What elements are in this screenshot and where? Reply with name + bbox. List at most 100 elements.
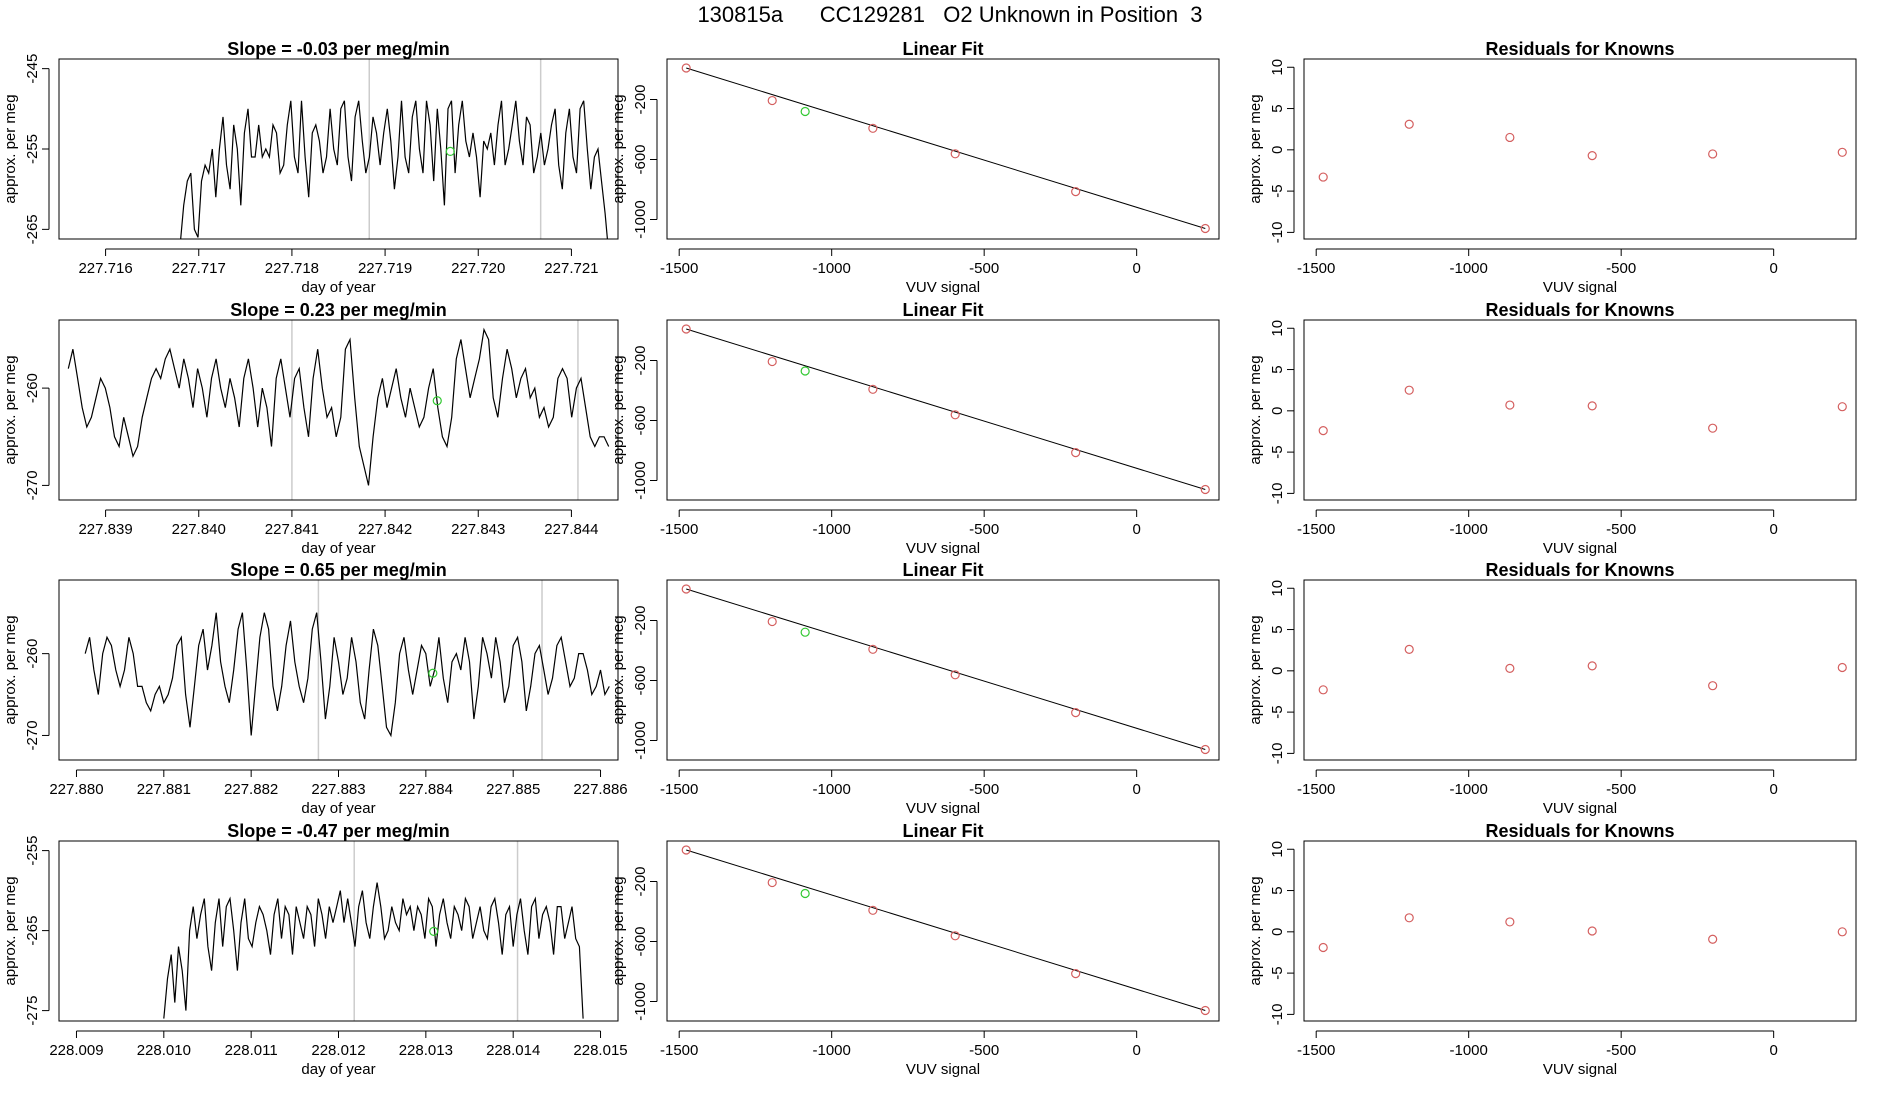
x-tick-label: -1000 xyxy=(1449,1042,1487,1059)
known-point xyxy=(1708,934,1718,944)
x-axis-label: day of year xyxy=(301,1061,375,1078)
chart-r2-resid: Residuals for Knowns -1500 -1000 -500 0 VUV s… xyxy=(1247,300,1857,557)
y-tick-label: 0 xyxy=(1269,146,1286,154)
x-tick-label: -1500 xyxy=(1297,1042,1335,1059)
x-tick-label: 227.841 xyxy=(265,521,319,538)
y-axis-label: approx. per meg xyxy=(610,615,627,724)
plot-area xyxy=(681,63,1210,234)
unknown-point xyxy=(432,396,442,406)
x-tick-label: 0 xyxy=(1132,260,1140,277)
y-axis-label: approx. per meg xyxy=(610,94,627,203)
known-point xyxy=(1318,172,1328,182)
y-tick-label: -200 xyxy=(632,605,649,635)
x-tick-label: 228.013 xyxy=(399,1042,453,1059)
known-point xyxy=(1587,401,1597,411)
known-point xyxy=(1200,744,1210,755)
y-axis-label: approx. per meg xyxy=(1247,94,1264,203)
known-point xyxy=(1708,149,1718,159)
known-point xyxy=(1708,423,1718,433)
series-line xyxy=(180,100,609,239)
x-tick-label: 228.015 xyxy=(573,1042,627,1059)
chart-title: Linear Fit xyxy=(902,821,983,841)
known-point xyxy=(1071,448,1081,458)
x-tick-label: 0 xyxy=(1769,521,1777,538)
y-tick-label: -600 xyxy=(632,665,649,695)
x-tick-label: 0 xyxy=(1769,260,1777,277)
x-axis-label: VUV signal xyxy=(1543,800,1617,817)
x-tick-label: -1500 xyxy=(1297,260,1335,277)
chart-r1-fit: Linear Fit -1500 -1000 -500 0 VUV signal -200 -… xyxy=(610,39,1220,296)
x-tick-label: -500 xyxy=(969,781,999,798)
chart-r1-resid: Residuals for Knowns -1500 -1000 -500 0 VUV s… xyxy=(1247,39,1857,296)
x-tick-label: 227.839 xyxy=(78,521,132,538)
known-point xyxy=(1837,662,1847,673)
y-tick-label: -270 xyxy=(24,720,41,750)
x-axis-label: VUV signal xyxy=(906,800,980,817)
plot-area xyxy=(681,324,1210,495)
plot-frame xyxy=(1303,319,1857,501)
fit-line xyxy=(686,67,1206,229)
y-axis-label: approx. per meg xyxy=(2,876,19,985)
known-point xyxy=(1708,681,1718,691)
known-point xyxy=(1318,942,1328,953)
fit-line xyxy=(686,588,1206,750)
chart-r3-resid: Residuals for Knowns -1500 -1000 -500 0 VUV s… xyxy=(1247,560,1857,817)
page-title: 130815a CC129281 O2 Unknown in Position … xyxy=(697,2,1203,27)
x-tick-label: -1500 xyxy=(660,1042,698,1059)
x-tick-label: -1500 xyxy=(660,781,698,798)
y-tick-label: -255 xyxy=(24,134,41,164)
x-tick-label: -1000 xyxy=(812,781,850,798)
x-tick-label: 227.843 xyxy=(451,521,505,538)
y-tick-label: 5 xyxy=(1269,886,1286,894)
x-tick-label: 227.882 xyxy=(224,781,278,798)
x-tick-label: 0 xyxy=(1132,781,1140,798)
known-point xyxy=(868,644,878,654)
y-axis-label: approx. per meg xyxy=(610,876,627,985)
x-tick-label: -1000 xyxy=(812,260,850,277)
x-tick-label: 227.883 xyxy=(311,781,365,798)
plot-area xyxy=(84,612,610,738)
y-tick-label: 10 xyxy=(1269,320,1286,337)
y-tick-label: -270 xyxy=(24,470,41,500)
known-point xyxy=(767,95,777,106)
x-tick-label: 227.717 xyxy=(172,260,226,277)
series-line xyxy=(67,327,610,486)
known-point xyxy=(1837,402,1847,412)
unknown-point xyxy=(800,627,810,637)
y-axis-label: approx. per meg xyxy=(1247,615,1264,724)
y-tick-label: -1000 xyxy=(632,721,649,759)
plot-frame xyxy=(1303,58,1857,240)
chart-r3-fit: Linear Fit -1500 -1000 -500 0 VUV signal -200 -… xyxy=(610,560,1220,817)
chart-title: Linear Fit xyxy=(902,300,983,320)
series-line xyxy=(84,612,610,738)
y-tick-label: 10 xyxy=(1269,580,1286,597)
x-tick-label: -500 xyxy=(1606,781,1636,798)
known-point xyxy=(681,324,691,334)
y-tick-label: -5 xyxy=(1269,184,1286,197)
known-point xyxy=(1505,663,1515,673)
x-tick-label: 227.721 xyxy=(544,260,598,277)
y-tick-label: 10 xyxy=(1269,59,1286,76)
unknown-point xyxy=(429,926,439,937)
unknown-point xyxy=(800,366,810,376)
known-point xyxy=(1587,661,1597,671)
y-axis-label: approx. per meg xyxy=(1247,876,1264,985)
unknown-point xyxy=(800,888,810,899)
known-point xyxy=(1200,223,1210,234)
plot-area xyxy=(681,584,1210,755)
known-point xyxy=(868,905,878,915)
y-tick-label: -200 xyxy=(632,84,649,114)
y-tick-label: -10 xyxy=(1269,483,1286,505)
known-point xyxy=(767,356,777,367)
fit-line xyxy=(686,849,1206,1011)
plot-frame xyxy=(1303,840,1857,1022)
plot-frame xyxy=(58,579,619,761)
known-point xyxy=(950,149,960,159)
x-tick-label: 227.881 xyxy=(137,781,191,798)
y-tick-label: -5 xyxy=(1269,966,1286,979)
chart-r4-timeseries: Slope = -0.47 per meg/min 228.009 228.010 2… xyxy=(2,821,628,1078)
y-tick-label: 10 xyxy=(1269,841,1286,858)
plot-area xyxy=(681,845,1210,1016)
chart-r4-fit: Linear Fit -1500 -1000 -500 0 VUV signal -200 -… xyxy=(610,821,1220,1078)
x-tick-label: 227.842 xyxy=(358,521,412,538)
